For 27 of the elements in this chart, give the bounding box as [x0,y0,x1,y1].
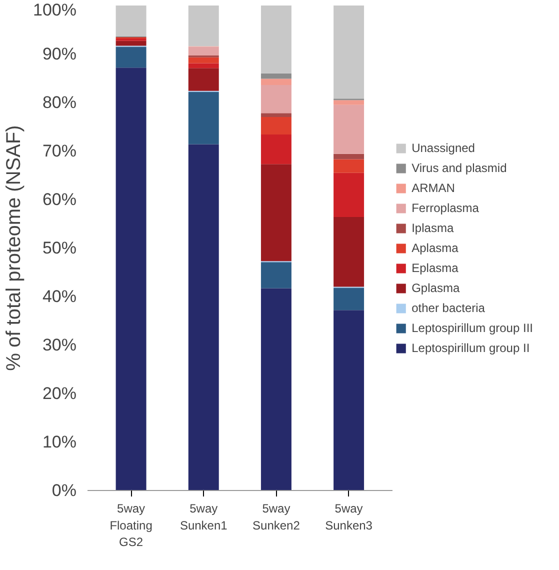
y-tick-label: 10% [42,432,77,452]
y-tick-label: 60% [42,190,77,209]
legend-label: Gplasma [412,280,460,294]
y-axis-title: % of total proteome (NSAF) [3,125,26,371]
y-tick-label: 90% [42,44,77,64]
legend-label: Unassigned [412,140,475,154]
legend-label: Leptospirillum group III [412,320,533,334]
legend-label: Ferroplasma [412,200,479,214]
y-tick-label: 0% [52,481,77,500]
y-tick-label: 30% [42,336,77,354]
y-tick-label: 20% [42,384,77,403]
legend-label: Aplasma [412,240,458,254]
legend-label: Eplasma [412,260,458,274]
legend-label: Leptospirillum group II [412,340,530,354]
y-tick-label: 50% [42,238,77,258]
legend-label: Virus and plasmid [412,160,507,174]
legend-label: ARMAN [412,180,455,194]
y-tick-label: 80% [42,93,77,112]
y-tick-label: 100% [33,0,77,20]
legend-label: Iplasma [412,220,454,234]
y-tick-label: 40% [42,287,77,306]
x-tick-label: 5way Sunken2 [252,502,300,532]
x-tick-label: 5way Sunken1 [180,502,228,532]
x-tick-label: 5way Sunken3 [325,502,373,532]
legend-label: other bacteria [412,300,485,314]
y-tick-label: 70% [42,142,77,160]
x-tick-label: 5way Floating GS2 [110,502,152,550]
